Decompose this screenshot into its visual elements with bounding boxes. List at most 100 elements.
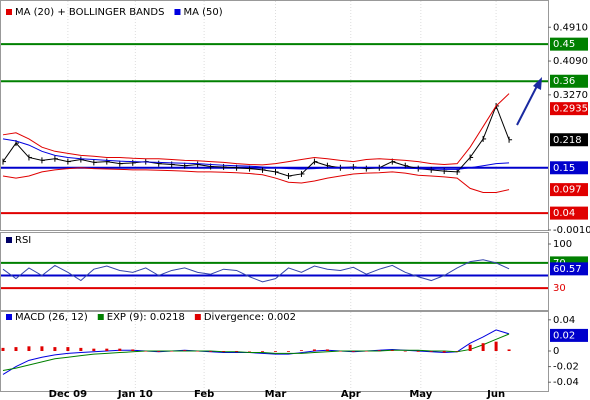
value-box [550, 102, 588, 116]
divergence-bar [118, 348, 122, 351]
value-box [550, 262, 588, 276]
legend-label: EXP (9): 0.0218 [107, 312, 185, 323]
value-box-label: 0.218 [553, 135, 582, 146]
y-tick-label: -0.02 [553, 362, 579, 373]
y-tick-label: 0.4090 [553, 56, 588, 67]
divergence-bar [14, 347, 18, 351]
divergence-bar [92, 348, 96, 351]
divergence-bar [468, 344, 472, 351]
value-box-label: 0.45 [553, 39, 575, 50]
legend-label: MACD (26, 12) [15, 312, 88, 323]
series-line [2, 138, 510, 170]
x-tick-label: Jan 10 [117, 389, 153, 400]
value-box [550, 74, 588, 88]
divergence-bar [416, 351, 420, 352]
value-box [550, 37, 588, 51]
y-tick-label: 0.04 [553, 315, 575, 326]
trend-arrow [516, 83, 539, 126]
legend-swatch [97, 314, 104, 320]
y-tick-label: -0.0010 [553, 225, 590, 236]
value-box-label: 0.04 [553, 208, 575, 219]
divergence-bar [105, 348, 109, 351]
divergence-bar [377, 350, 381, 351]
x-tick-label: Feb [194, 389, 214, 400]
y-tick-label: 0.3270 [553, 90, 588, 101]
x-tick-label: Dec 09 [49, 389, 87, 400]
divergence-bar [364, 351, 368, 352]
divergence-bar [325, 349, 329, 351]
divergence-bar [261, 351, 265, 352]
divergence-bar [338, 351, 342, 352]
upper-band [2, 93, 510, 166]
value-box [550, 183, 588, 197]
divergence-bar [235, 351, 239, 352]
divergence-bar [131, 349, 135, 351]
value-box-label: 0.36 [553, 76, 575, 87]
lower-band [2, 167, 510, 193]
legend-label: RSI [15, 235, 31, 246]
arrow-head [533, 77, 542, 90]
value-box-label: 60.57 [553, 264, 582, 275]
divergence-bar [494, 341, 498, 351]
divergence-bar [79, 347, 83, 351]
divergence-bar [351, 351, 355, 352]
divergence-bar [196, 351, 200, 352]
divergence-bar [390, 350, 394, 351]
series-line [2, 259, 510, 283]
legend-swatch [6, 9, 12, 15]
value-box [550, 161, 588, 175]
divergence-bar [53, 347, 57, 351]
divergence-bar [66, 347, 70, 351]
value-box-label: 0.02 [553, 330, 575, 341]
divergence-bar [403, 351, 407, 352]
legend-swatch [6, 314, 12, 320]
divergence-bar [507, 349, 511, 351]
divergence-bar [222, 351, 226, 352]
legend-label: MA (50) [183, 7, 222, 18]
value-box [550, 328, 588, 342]
legend-label: Divergence: 0.002 [204, 312, 296, 323]
x-tick-label: Mar [265, 389, 287, 400]
series-line [2, 333, 510, 371]
divergence-bar [170, 351, 174, 352]
price-panel [0, 0, 549, 231]
divergence-bar [40, 346, 44, 351]
legend-swatch [174, 9, 181, 15]
divergence-bar [274, 351, 277, 352]
x-tick-label: Jun [486, 389, 505, 400]
value-box [550, 133, 588, 147]
value-box-label: 30 [553, 283, 566, 294]
rsi-panel [0, 232, 549, 311]
divergence-bar [157, 351, 161, 352]
value-box [550, 206, 588, 220]
value-box-label: 0.15 [553, 163, 575, 174]
divergence-bar [312, 349, 316, 351]
divergence-bar [442, 351, 446, 353]
divergence-bar [286, 351, 290, 352]
divergence-bar [299, 350, 303, 351]
x-tick-label: May [409, 389, 432, 400]
value-box-label: 0.2935 [553, 104, 588, 115]
y-tick-label: 0.4910 [553, 22, 588, 33]
divergence-bar [144, 351, 148, 352]
mark-layer: Dec 09 Jan 10 Feb Mar Apr May Jun 0.4910 0.4090 0… [1, 7, 590, 400]
x-tick-label: Apr [341, 389, 361, 400]
legend-swatch [6, 237, 12, 243]
y-tick-label: -0.04 [553, 377, 579, 388]
legend-swatch [194, 314, 201, 320]
divergence-bar [209, 351, 213, 352]
grid-layer [67, 1, 497, 391]
divergence-bar [481, 343, 485, 351]
y-tick-label: 100 [553, 239, 572, 250]
y-tick-label: 0 [553, 346, 559, 357]
divergence-bar [27, 346, 31, 351]
divergence-bar [248, 351, 252, 352]
divergence-bar [429, 351, 433, 352]
value-box-label: 0.097 [553, 185, 582, 196]
divergence-bar [455, 351, 459, 352]
legend-label: MA (20) + BOLLINGER BANDS [15, 7, 164, 18]
divergence-bar [183, 350, 187, 351]
divergence-bar [1, 347, 5, 351]
